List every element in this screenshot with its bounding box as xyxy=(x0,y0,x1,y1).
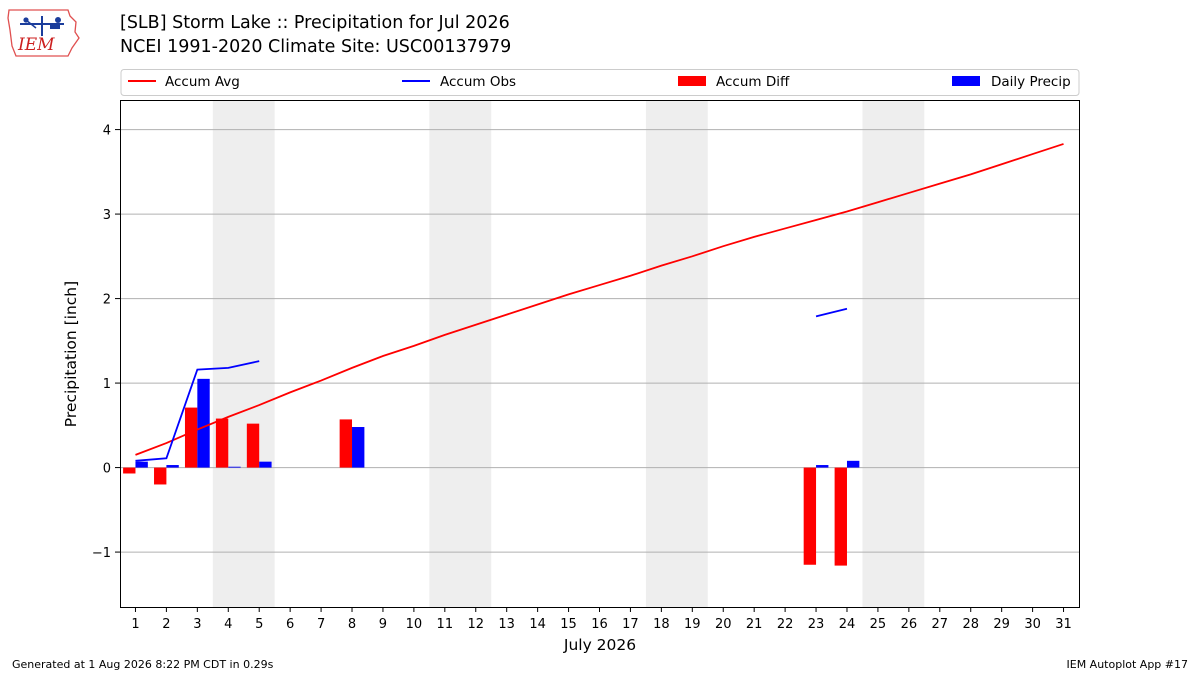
daily-precip-bar xyxy=(352,427,365,468)
footer-app-id: IEM Autoplot App #17 xyxy=(1066,658,1189,671)
accum-diff-bar xyxy=(184,407,198,468)
weekend-band xyxy=(212,100,275,607)
x-tick-label: 3 xyxy=(193,617,201,632)
x-tick-label: 17 xyxy=(622,617,639,632)
accum-diff-bar xyxy=(834,467,847,566)
y-axis: −1 0 1 2 3 4 xyxy=(92,124,120,561)
accum-obs-line xyxy=(135,360,260,462)
y-tick-label: 4 xyxy=(103,124,111,139)
y-tick-label: 0 xyxy=(103,462,111,477)
daily-precip-bar xyxy=(816,465,829,468)
y-tick-label: 2 xyxy=(103,293,111,308)
x-axis-label: July 2026 xyxy=(563,636,636,654)
x-tick-label: 1 xyxy=(131,617,139,632)
x-tick-label: 27 xyxy=(932,617,949,632)
x-tick-label: 22 xyxy=(777,617,794,632)
y-axis-label: Precipitation [inch] xyxy=(62,281,80,427)
x-tick-label: 23 xyxy=(808,617,825,632)
x-tick-label: 20 xyxy=(715,617,732,632)
legend-bar-swatch xyxy=(678,76,706,86)
accum-diff-bar xyxy=(246,423,260,468)
x-tick-label: 21 xyxy=(746,617,763,632)
accum-avg-line xyxy=(135,143,1064,456)
legend-label: Accum Avg xyxy=(165,74,240,90)
chart-subtitle: NCEI 1991-2020 Climate Site: USC00137979 xyxy=(120,37,512,57)
daily-precip-bar xyxy=(228,466,241,468)
lines xyxy=(135,143,1064,462)
daily-precip-bar xyxy=(135,461,148,468)
x-tick-label: 25 xyxy=(870,617,887,632)
y-tick-label: 3 xyxy=(103,208,111,223)
x-tick-label: 18 xyxy=(653,617,670,632)
x-tick-label: 2 xyxy=(162,617,170,632)
x-tick-label: 9 xyxy=(379,617,387,632)
x-tick-label: 6 xyxy=(286,617,294,632)
gridlines xyxy=(120,129,1079,553)
legend: Accum Avg Accum Obs Accum Diff Daily Precip xyxy=(120,69,1080,96)
iowa-map-icon: IEM xyxy=(7,9,80,57)
x-tick-label: 11 xyxy=(437,617,454,632)
accum-diff-bar xyxy=(803,467,817,565)
weekend-shading xyxy=(212,100,925,607)
daily-precip-bar xyxy=(197,378,210,468)
x-tick-label: 7 xyxy=(317,617,325,632)
y-tick-label: −1 xyxy=(92,546,111,561)
legend-label: Accum Diff xyxy=(716,74,790,90)
x-tick-label: 30 xyxy=(1024,617,1041,632)
x-tick-label: 26 xyxy=(901,617,918,632)
x-tick-label: 8 xyxy=(348,617,356,632)
x-tick-label: 13 xyxy=(498,617,515,632)
weekend-band xyxy=(429,100,492,607)
y-tick-label: 1 xyxy=(103,377,111,392)
daily-precip-bar xyxy=(166,465,179,468)
x-tick-label: 10 xyxy=(406,617,423,632)
legend-label: Accum Obs xyxy=(440,74,516,90)
accum-diff-bar xyxy=(215,418,229,468)
weekend-band xyxy=(862,100,925,607)
bars xyxy=(123,378,860,566)
daily-precip-bar xyxy=(259,461,272,468)
x-tick-label: 29 xyxy=(993,617,1010,632)
x-tick-label: 5 xyxy=(255,617,263,632)
legend-label: Daily Precip xyxy=(991,74,1071,90)
x-tick-label: 15 xyxy=(560,617,577,632)
x-tick-label: 16 xyxy=(591,617,608,632)
x-tick-label: 31 xyxy=(1055,617,1072,632)
footer-generated: Generated at 1 Aug 2026 8:22 PM CDT in 0… xyxy=(12,658,274,671)
chart-title: [SLB] Storm Lake :: Precipitation for Ju… xyxy=(120,13,510,33)
x-axis: 1 2 3 4 5 6 7 8 9 10 11 12 13 14 15 16 17 18 19 20 21 22 23 24 2… xyxy=(131,607,1072,632)
x-tick-label: 28 xyxy=(962,617,979,632)
x-tick-label: 19 xyxy=(684,617,701,632)
daily-precip-bar xyxy=(846,460,860,468)
accum-diff-bar xyxy=(154,467,167,485)
x-tick-label: 12 xyxy=(467,617,484,632)
logo-text: IEM xyxy=(17,35,55,55)
x-tick-label: 24 xyxy=(839,617,856,632)
accum-obs-line xyxy=(815,307,848,318)
accum-diff-bar xyxy=(339,419,353,468)
x-tick-label: 14 xyxy=(529,617,546,632)
x-tick-label: 4 xyxy=(224,617,232,632)
legend-box xyxy=(120,69,1080,96)
weekend-band xyxy=(645,100,708,607)
iem-logo: IEM xyxy=(6,6,80,64)
legend-bar-swatch xyxy=(952,76,980,86)
accum-diff-bar xyxy=(123,467,136,474)
